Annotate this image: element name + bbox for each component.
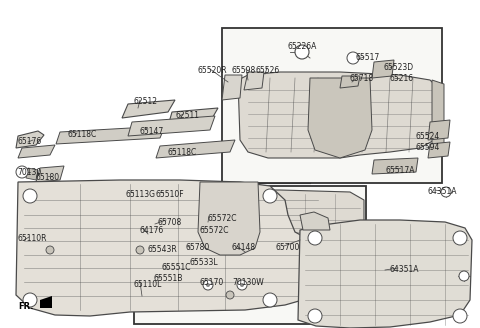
- Text: 62511: 62511: [175, 111, 199, 120]
- Polygon shape: [40, 296, 52, 308]
- Text: 65517: 65517: [355, 53, 379, 62]
- Text: 64148: 64148: [231, 243, 255, 252]
- Circle shape: [240, 283, 244, 287]
- Polygon shape: [56, 126, 165, 144]
- Polygon shape: [198, 182, 260, 255]
- Text: 65543R: 65543R: [148, 245, 178, 254]
- Circle shape: [263, 189, 277, 203]
- Text: 65226A: 65226A: [287, 42, 316, 51]
- Circle shape: [237, 280, 247, 290]
- Polygon shape: [183, 242, 232, 258]
- Polygon shape: [428, 142, 450, 158]
- Circle shape: [23, 293, 37, 307]
- Text: 65526: 65526: [255, 66, 279, 75]
- Circle shape: [206, 283, 210, 287]
- Polygon shape: [128, 116, 215, 136]
- Polygon shape: [428, 120, 450, 140]
- Text: 65510F: 65510F: [156, 190, 185, 199]
- Text: 65147: 65147: [140, 127, 164, 136]
- Polygon shape: [134, 249, 164, 288]
- Text: 65113G: 65113G: [125, 190, 155, 199]
- Polygon shape: [36, 166, 64, 182]
- Polygon shape: [432, 80, 444, 152]
- Polygon shape: [150, 271, 170, 286]
- Circle shape: [347, 52, 359, 64]
- Polygon shape: [156, 140, 235, 158]
- Text: 65180: 65180: [36, 173, 60, 182]
- Polygon shape: [222, 75, 242, 100]
- Polygon shape: [237, 242, 265, 260]
- Polygon shape: [372, 158, 418, 174]
- Polygon shape: [144, 243, 167, 260]
- Text: 65572C: 65572C: [207, 214, 237, 223]
- Circle shape: [226, 291, 234, 299]
- Polygon shape: [16, 131, 44, 148]
- Text: 65551B: 65551B: [153, 274, 182, 283]
- Circle shape: [16, 166, 28, 178]
- Text: 65216: 65216: [390, 74, 414, 83]
- Text: 65118C: 65118C: [68, 130, 97, 139]
- Circle shape: [453, 231, 467, 245]
- Text: 65551C: 65551C: [162, 263, 192, 272]
- Text: 65718: 65718: [349, 74, 373, 83]
- Text: 65118C: 65118C: [168, 148, 197, 157]
- Text: 65594: 65594: [416, 143, 440, 152]
- Text: 62512: 62512: [133, 97, 157, 106]
- Polygon shape: [188, 257, 212, 274]
- Polygon shape: [308, 78, 372, 158]
- Polygon shape: [134, 206, 168, 248]
- Text: 65524: 65524: [416, 132, 440, 141]
- Circle shape: [203, 280, 213, 290]
- Circle shape: [46, 246, 54, 254]
- Text: 65110R: 65110R: [17, 234, 47, 243]
- Circle shape: [136, 246, 144, 254]
- Circle shape: [453, 309, 467, 323]
- Text: 70130W: 70130W: [232, 278, 264, 287]
- Polygon shape: [168, 108, 218, 126]
- Polygon shape: [298, 220, 472, 328]
- Text: 65170: 65170: [200, 278, 224, 287]
- Circle shape: [295, 45, 309, 59]
- Text: 64351A: 64351A: [390, 265, 420, 274]
- Text: FR.: FR.: [18, 302, 34, 311]
- Text: 64176: 64176: [140, 226, 164, 235]
- Polygon shape: [26, 168, 38, 180]
- Circle shape: [23, 189, 37, 203]
- Text: 65520R: 65520R: [198, 66, 228, 75]
- Text: 65572C: 65572C: [199, 226, 228, 235]
- Polygon shape: [138, 190, 364, 274]
- Text: 65523D: 65523D: [384, 63, 414, 72]
- Text: 65110L: 65110L: [133, 280, 161, 289]
- Text: 65780: 65780: [185, 243, 209, 252]
- Circle shape: [308, 231, 322, 245]
- Text: 65176: 65176: [17, 137, 41, 146]
- Text: 65708: 65708: [158, 218, 182, 227]
- Polygon shape: [16, 180, 322, 316]
- Circle shape: [308, 309, 322, 323]
- Circle shape: [459, 271, 469, 281]
- Circle shape: [263, 293, 277, 307]
- Text: 65598: 65598: [232, 66, 256, 75]
- Text: 65533L: 65533L: [190, 258, 218, 267]
- Polygon shape: [218, 192, 268, 275]
- Bar: [222, 28, 442, 183]
- Text: 70130: 70130: [17, 168, 41, 177]
- Polygon shape: [238, 72, 440, 158]
- Circle shape: [441, 187, 451, 197]
- Polygon shape: [300, 212, 330, 230]
- Text: 64351A: 64351A: [427, 187, 456, 196]
- Polygon shape: [244, 72, 264, 90]
- Text: 65700: 65700: [276, 243, 300, 252]
- Polygon shape: [372, 60, 394, 78]
- Polygon shape: [158, 262, 178, 278]
- Bar: [134, 186, 366, 324]
- Polygon shape: [340, 76, 360, 88]
- Polygon shape: [122, 100, 175, 118]
- Polygon shape: [18, 145, 55, 158]
- Text: 65517A: 65517A: [385, 166, 415, 175]
